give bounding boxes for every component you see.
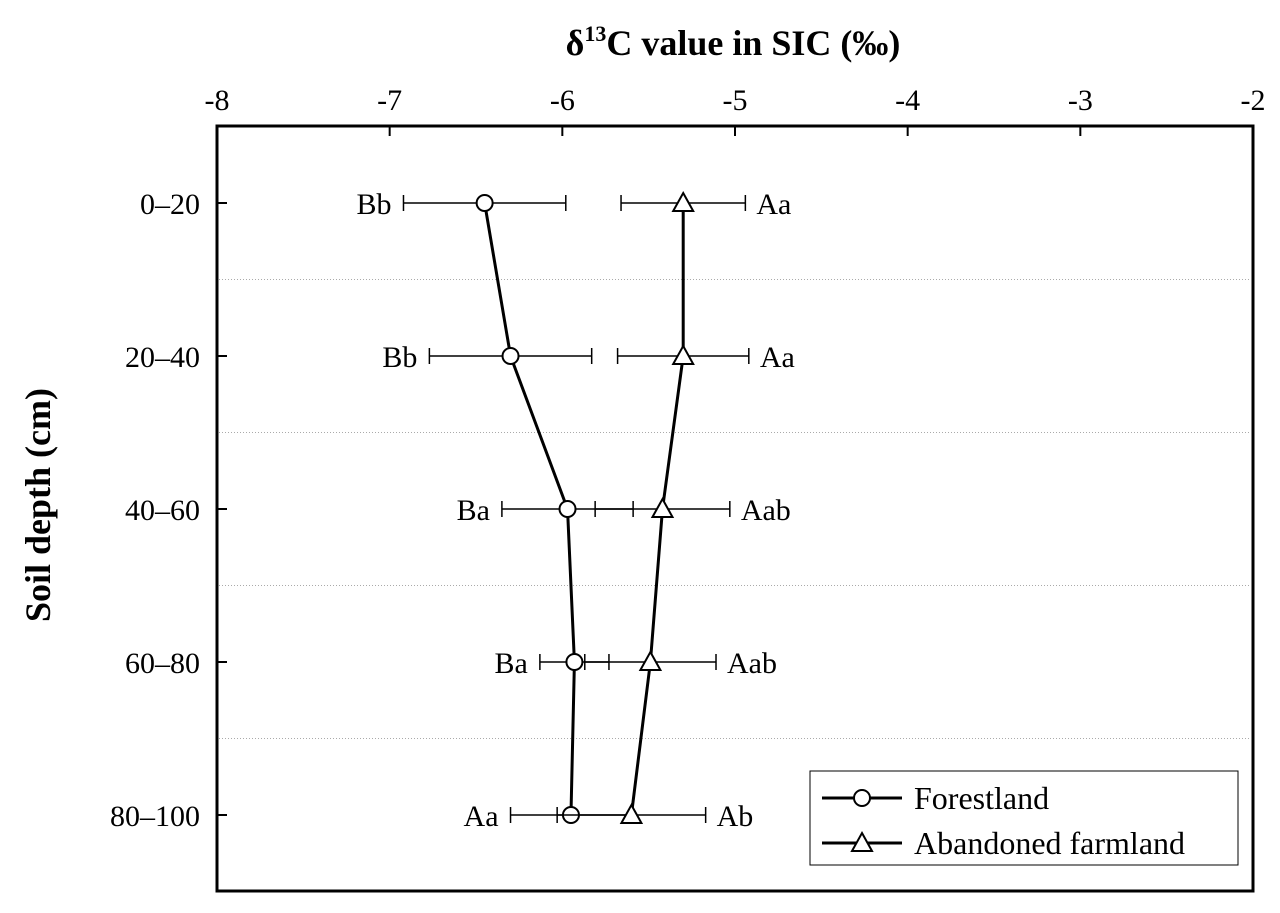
data-point-circle (475, 194, 494, 212)
significance-label: Aa (760, 341, 795, 374)
legend: Forestland Abandoned farmland (809, 770, 1239, 866)
data-point-triangle (671, 190, 695, 212)
x-tick-label: -2 (1241, 84, 1266, 117)
data-point-triangle (671, 343, 695, 365)
x-axis-title: δ13C value in SIC (‰) (566, 21, 901, 63)
significance-label: Ab (717, 800, 754, 833)
data-point-circle (565, 653, 584, 671)
significance-label: Bb (356, 188, 391, 221)
series-layer: Bb Bb Ba Ba Aa Aa Aa Aab Aab Ab (356, 188, 794, 833)
gridlines (219, 279, 1251, 739)
significance-label: Aa (464, 800, 499, 833)
x-tick-label: -6 (550, 84, 575, 117)
series-1: Aa Aa Aab Aab Ab (556, 188, 795, 833)
x-tick-label: -7 (377, 84, 402, 117)
significance-label: Aa (756, 188, 791, 221)
data-point-circle (501, 347, 520, 365)
significance-label: Ba (495, 647, 528, 680)
x-tick-label: -8 (205, 84, 230, 117)
y-tick-label: 40–60 (125, 494, 200, 527)
significance-label: Aab (727, 647, 777, 680)
significance-label: Ba (457, 494, 490, 527)
legend-marker-circle-icon (853, 789, 871, 807)
x-tick-label: -4 (895, 84, 920, 117)
x-tick-label: -3 (1068, 84, 1093, 117)
y-tick-label: 60–80 (125, 647, 200, 680)
y-tick-label: 0–20 (140, 188, 200, 221)
legend-marker-triangle-icon (850, 830, 874, 852)
series-0: Bb Bb Ba Ba Aa (356, 188, 634, 833)
legend-label-forestland: Forestland (914, 780, 1049, 816)
y-axis-ticks: 0–20 20–40 40–60 60–80 80–100 (110, 188, 227, 833)
x-axis-ticks: -8 -7 -6 -5 -4 -3 -2 (205, 84, 1266, 136)
data-point-triangle (638, 649, 663, 671)
data-point-triangle (650, 496, 675, 518)
y-axis-title: Soil depth (cm) (18, 388, 58, 622)
legend-box (809, 770, 1239, 866)
data-point-circle (558, 500, 577, 518)
data-point-triangle (619, 802, 644, 824)
significance-label: Bb (382, 341, 417, 374)
y-tick-label: 80–100 (110, 800, 200, 833)
y-tick-label: 20–40 (125, 341, 200, 374)
legend-label-abandoned-farmland: Abandoned farmland (914, 825, 1185, 861)
significance-label: Aab (741, 494, 791, 527)
x-tick-label: -5 (723, 84, 748, 117)
